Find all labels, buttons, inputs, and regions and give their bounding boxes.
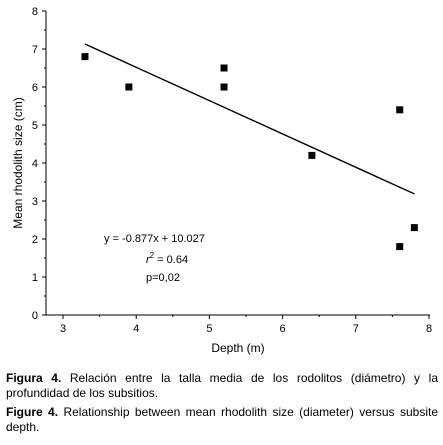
- y-tick-label: 1: [32, 272, 38, 284]
- r-symbol: r: [146, 254, 151, 266]
- caption-english-label: Figure 4.: [6, 405, 59, 419]
- r-exponent: 2: [150, 251, 155, 260]
- data-point: [396, 243, 404, 251]
- x-tick-label: 7: [353, 323, 359, 335]
- y-tick-label: 0: [32, 310, 38, 322]
- r-squared-label: r2 = 0.64: [146, 251, 188, 266]
- y-tick-label: 8: [32, 6, 38, 18]
- y-axis-title: Mean rhodolith size (cm): [11, 97, 25, 228]
- y-tick-label: 7: [32, 44, 38, 56]
- y-tick-label: 4: [32, 158, 38, 170]
- y-tick-label: 2: [32, 234, 38, 246]
- data-point: [410, 224, 418, 232]
- r-squared-value: = 0.64: [154, 254, 188, 266]
- data-points: [81, 53, 418, 251]
- x-tick-label: 4: [133, 323, 139, 335]
- y-axis-ticks: 0 1 2 3 4 5 6 7 8: [32, 6, 46, 322]
- caption-spanish-text: Relación entre la talla media de los rod…: [6, 371, 438, 400]
- data-point: [308, 151, 316, 159]
- scatter-chart: 3 4 5 6 7 8 0 1 2 3 4 5 6 7 8 Depth (m) Mean rhodolit…: [11, 6, 432, 355]
- data-point: [220, 83, 228, 91]
- caption-english-text: Relationship between mean rhodolith size…: [6, 405, 438, 434]
- x-axis-title: Depth (m): [211, 341, 264, 355]
- x-axis-ticks: 3 4 5 6 7 8: [60, 315, 432, 335]
- data-point: [125, 83, 133, 91]
- caption-spanish: Figura 4. Relación entre la talla media …: [6, 371, 438, 400]
- x-tick-label: 5: [206, 323, 212, 335]
- y-tick-label: 6: [32, 82, 38, 94]
- data-point: [220, 64, 228, 72]
- p-value-label: p=0,02: [146, 272, 180, 284]
- data-point: [396, 106, 404, 114]
- x-tick-label: 6: [280, 323, 286, 335]
- x-tick-label: 3: [60, 323, 66, 335]
- axes: [45, 11, 430, 316]
- regression-equation: y = -0.877x + 10.027: [104, 233, 205, 245]
- trendline: [84, 43, 415, 195]
- caption-english: Figure 4. Relationship between mean rhod…: [6, 405, 438, 434]
- data-point: [81, 53, 89, 61]
- x-tick-label: 8: [426, 323, 432, 335]
- trendline-group: [84, 43, 415, 195]
- y-tick-label: 5: [32, 120, 38, 132]
- y-tick-label: 3: [32, 196, 38, 208]
- caption-spanish-label: Figura 4.: [6, 371, 62, 385]
